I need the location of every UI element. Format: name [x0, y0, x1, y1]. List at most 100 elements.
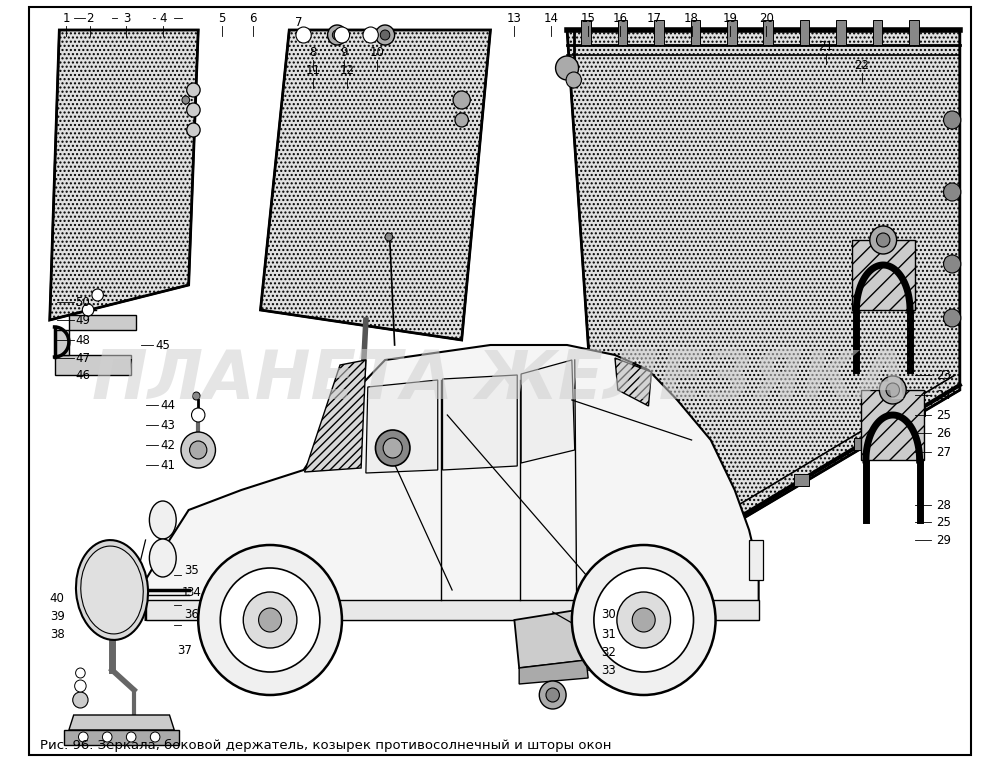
Polygon shape [615, 358, 651, 406]
Circle shape [328, 25, 347, 45]
Circle shape [876, 233, 890, 247]
Polygon shape [854, 438, 869, 450]
Polygon shape [443, 375, 517, 470]
Polygon shape [836, 20, 846, 45]
Text: 40: 40 [50, 591, 65, 604]
Text: 25: 25 [936, 408, 951, 421]
Polygon shape [749, 540, 763, 580]
Circle shape [334, 27, 350, 43]
Polygon shape [654, 20, 664, 45]
Circle shape [539, 681, 566, 709]
Polygon shape [724, 516, 739, 528]
Text: 38: 38 [50, 629, 64, 642]
Circle shape [198, 545, 342, 695]
Text: 44: 44 [160, 399, 175, 411]
Circle shape [76, 668, 85, 678]
Polygon shape [55, 330, 69, 355]
Circle shape [566, 72, 581, 88]
Polygon shape [69, 315, 136, 330]
Polygon shape [852, 240, 915, 310]
Text: 32: 32 [602, 645, 616, 658]
Circle shape [380, 30, 390, 40]
Text: 42: 42 [160, 438, 175, 452]
Circle shape [572, 545, 716, 695]
Polygon shape [260, 30, 490, 340]
Circle shape [73, 692, 88, 708]
Circle shape [556, 56, 579, 80]
Text: 13: 13 [507, 11, 522, 24]
Text: 17: 17 [647, 11, 662, 24]
Ellipse shape [149, 501, 176, 539]
Circle shape [944, 255, 961, 273]
Circle shape [453, 91, 470, 109]
Circle shape [594, 568, 694, 672]
Polygon shape [50, 30, 198, 320]
Text: 5: 5 [218, 11, 226, 24]
Circle shape [75, 680, 86, 692]
Circle shape [259, 608, 282, 632]
Circle shape [383, 438, 402, 458]
Text: 6: 6 [249, 11, 257, 24]
Text: 16: 16 [612, 11, 627, 24]
Polygon shape [146, 600, 759, 620]
Circle shape [187, 123, 200, 137]
Text: 24: 24 [936, 389, 951, 402]
Circle shape [944, 183, 961, 201]
Circle shape [455, 113, 468, 127]
Polygon shape [909, 20, 919, 45]
Text: 37: 37 [177, 643, 192, 657]
Circle shape [886, 383, 899, 397]
Text: 29: 29 [936, 533, 951, 546]
Text: 25: 25 [936, 516, 951, 529]
Circle shape [182, 96, 190, 104]
Text: 28: 28 [936, 498, 951, 511]
Text: ПЛАНЕТА ЖЕЛЕЗЯКА: ПЛАНЕТА ЖЕЛЕЗЯКА [92, 347, 908, 413]
Circle shape [187, 83, 200, 97]
Circle shape [332, 30, 342, 40]
Polygon shape [69, 715, 174, 730]
Polygon shape [873, 20, 882, 45]
Text: 33: 33 [602, 664, 616, 677]
Text: 23: 23 [936, 369, 951, 382]
Text: 14: 14 [543, 11, 558, 24]
Text: 31: 31 [602, 629, 616, 642]
Text: 41: 41 [160, 459, 175, 472]
Circle shape [546, 688, 559, 702]
Text: 36: 36 [184, 609, 199, 622]
Polygon shape [618, 20, 627, 45]
Text: 8: 8 [310, 46, 317, 59]
Text: 1: 1 [182, 585, 189, 598]
Circle shape [126, 732, 136, 742]
Text: 48: 48 [76, 334, 90, 347]
Circle shape [190, 441, 207, 459]
Polygon shape [514, 610, 588, 668]
Circle shape [870, 226, 897, 254]
Ellipse shape [81, 546, 143, 634]
Circle shape [363, 27, 378, 43]
Ellipse shape [76, 540, 148, 640]
Polygon shape [653, 559, 669, 570]
Text: 39: 39 [50, 610, 65, 623]
Text: 20: 20 [759, 11, 774, 24]
Circle shape [220, 568, 320, 672]
Circle shape [385, 233, 393, 241]
Text: 26: 26 [936, 427, 951, 440]
Circle shape [78, 732, 88, 742]
Circle shape [187, 103, 200, 117]
Circle shape [375, 25, 395, 45]
Circle shape [632, 608, 655, 632]
Circle shape [243, 592, 297, 648]
Polygon shape [691, 20, 700, 45]
Circle shape [82, 304, 94, 316]
Polygon shape [366, 380, 438, 473]
Text: 15: 15 [581, 11, 596, 24]
Text: 4: 4 [159, 11, 167, 24]
Polygon shape [519, 660, 588, 684]
Polygon shape [146, 345, 759, 620]
Text: 12: 12 [339, 63, 354, 76]
Text: 22: 22 [855, 59, 870, 72]
Circle shape [944, 309, 961, 327]
Text: 19: 19 [722, 11, 737, 24]
Text: 30: 30 [602, 609, 616, 622]
Text: 18: 18 [684, 11, 699, 24]
